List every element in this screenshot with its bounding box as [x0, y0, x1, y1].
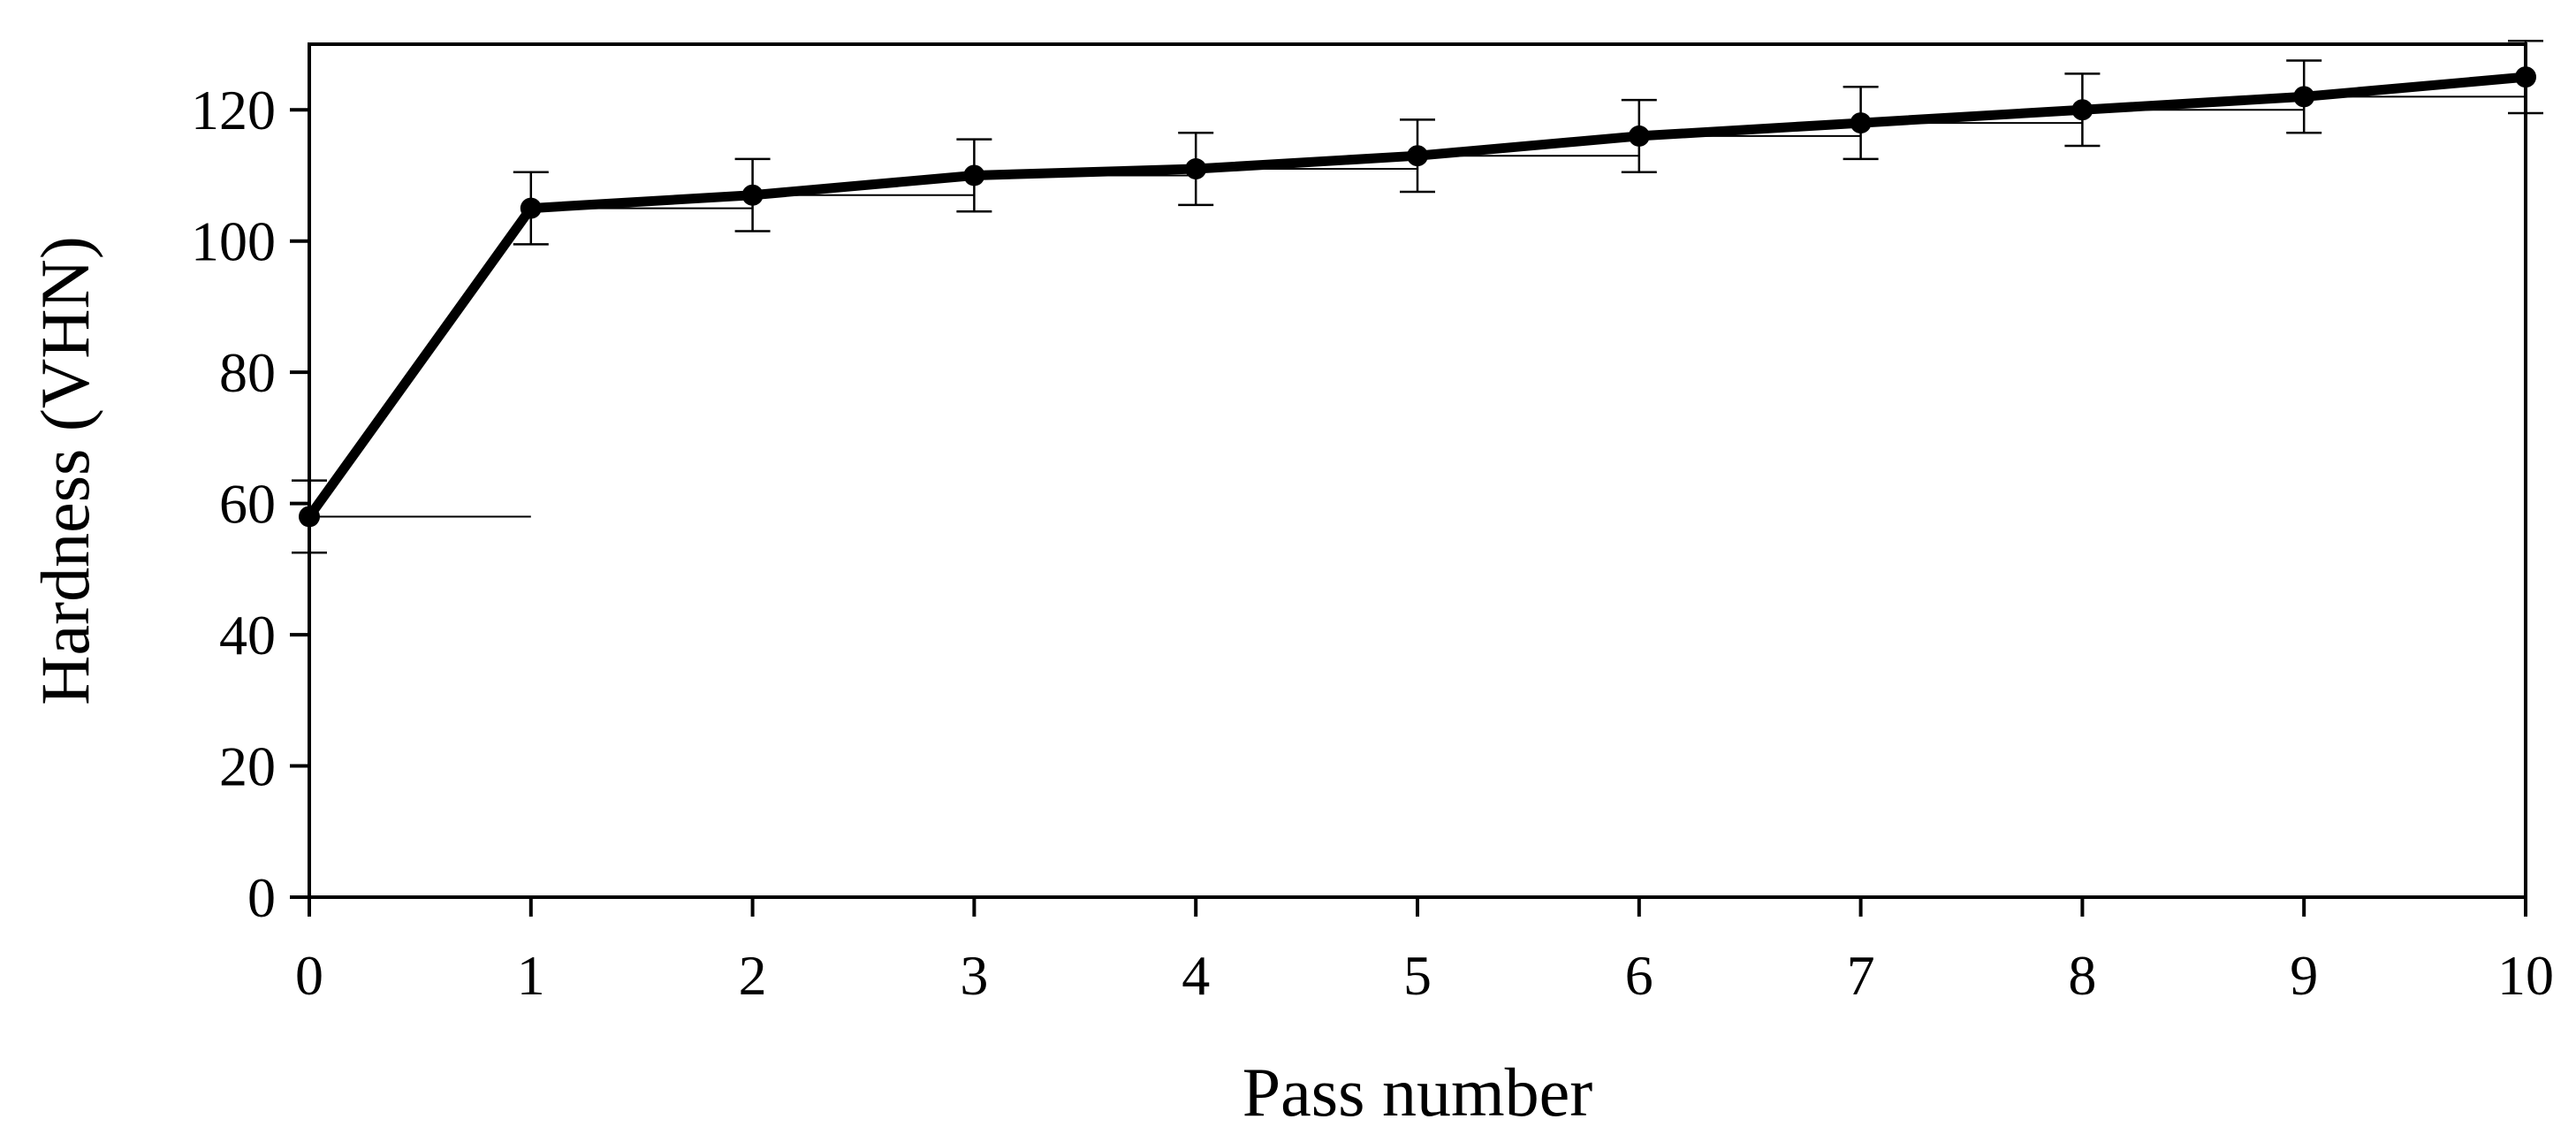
- data-point: [299, 506, 320, 528]
- x-tick-label: 7: [1847, 944, 1875, 1007]
- y-axis-title: Hardness (VHN): [27, 236, 103, 705]
- data-point: [2515, 66, 2536, 88]
- data-point: [1185, 158, 1207, 180]
- y-tick-label: 40: [219, 604, 276, 666]
- y-tick-label: 100: [191, 210, 276, 273]
- data-marks: [292, 40, 2543, 554]
- x-tick-label: 6: [1625, 944, 1653, 1007]
- y-tick-label: 60: [219, 473, 276, 536]
- data-point: [1407, 145, 1428, 167]
- data-point: [1628, 125, 1650, 147]
- x-tick-label: 0: [295, 944, 323, 1007]
- x-axis-title: Pass number: [1242, 1054, 1593, 1131]
- data-point: [2293, 86, 2315, 108]
- x-tick-label: 2: [739, 944, 767, 1007]
- data-point: [741, 184, 764, 206]
- x-tick-label: 9: [2290, 944, 2318, 1007]
- x-tick-label: 4: [1182, 944, 1210, 1007]
- y-tick-label: 80: [219, 341, 276, 404]
- axes: 0 20 40 60 80 100 120 0 1 2 3 4 5 6 7 8 9 10: [191, 79, 2554, 1007]
- x-tick-label: 5: [1403, 944, 1432, 1007]
- x-tick-label: 3: [960, 944, 988, 1007]
- data-point: [963, 164, 985, 187]
- y-tick-label: 20: [219, 735, 276, 798]
- y-tick-label: 120: [191, 79, 276, 141]
- data-point: [1850, 112, 1872, 134]
- x-tick-label: 1: [517, 944, 545, 1007]
- y-tick-label: 0: [247, 866, 276, 929]
- data-point: [520, 197, 542, 219]
- data-point: [2071, 99, 2093, 121]
- x-tick-label: 8: [2068, 944, 2096, 1007]
- x-tick-label: 10: [2497, 944, 2554, 1007]
